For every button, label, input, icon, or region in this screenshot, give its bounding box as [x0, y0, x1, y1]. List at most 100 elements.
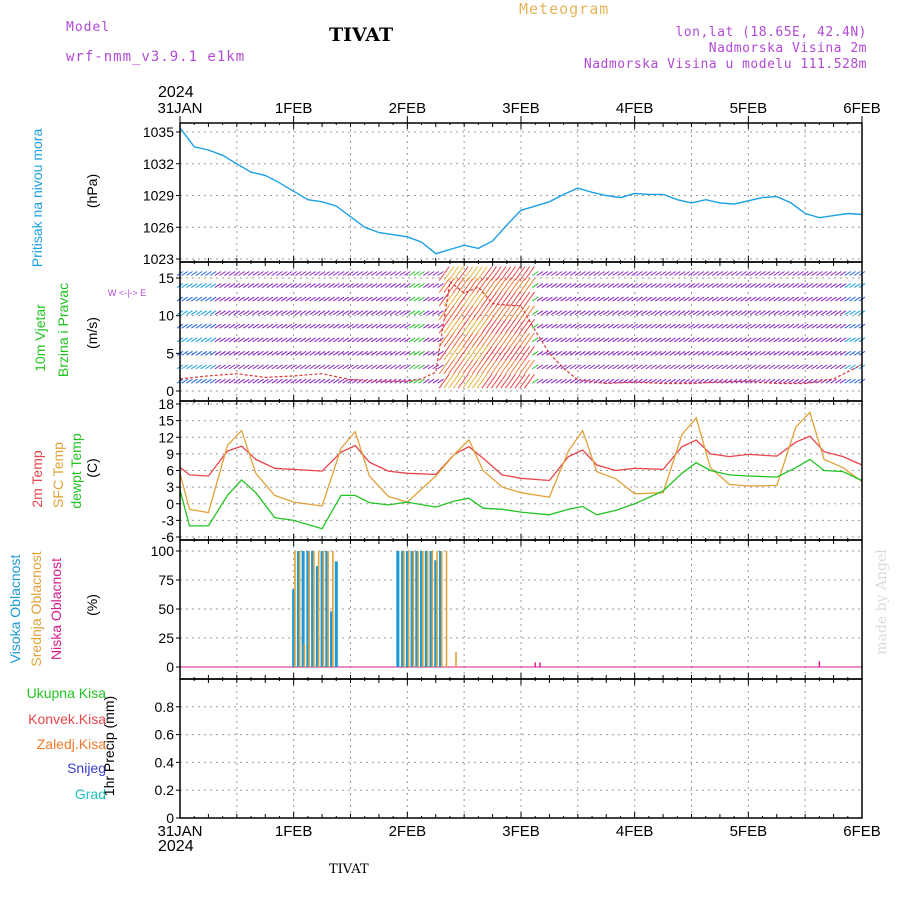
wind-barb — [835, 296, 842, 302]
wind-barb — [437, 283, 444, 288]
wind-barb — [481, 332, 493, 348]
wind-barb — [247, 283, 255, 288]
wind-barb — [669, 337, 676, 343]
wind-barb — [669, 323, 676, 329]
wind-barb — [509, 266, 521, 281]
wind-barb — [462, 278, 474, 293]
wind-barb — [389, 350, 397, 356]
wind-barb — [448, 305, 460, 320]
wind-barb — [413, 337, 421, 343]
wind-barb — [678, 283, 686, 288]
wind-barb — [778, 310, 785, 316]
wind-barb — [337, 271, 345, 276]
wind-barb — [811, 378, 818, 384]
wind-barb — [423, 378, 430, 384]
wind-barb — [574, 310, 582, 316]
wind-barb — [787, 364, 795, 370]
wind-barb — [565, 337, 572, 343]
wind-barb — [721, 323, 728, 329]
pressure-line — [179, 127, 863, 255]
year-label-top: 2024 — [158, 84, 194, 101]
wind-barb — [413, 350, 421, 356]
wind-barb — [631, 364, 638, 370]
wind-barb — [849, 350, 856, 356]
wind-barb — [839, 378, 847, 384]
wind-barb — [853, 310, 861, 316]
wind-barb — [299, 350, 307, 356]
wind-barb — [408, 364, 416, 370]
wind-barb — [716, 378, 724, 384]
wind-barb — [214, 364, 222, 370]
cloud-bar-mid — [298, 551, 301, 667]
wind-barb — [276, 337, 283, 343]
wind-barb — [683, 310, 691, 316]
wind-barb — [389, 323, 397, 329]
wind-barb — [404, 296, 411, 302]
wind-barb — [342, 323, 350, 329]
wind-barb — [688, 337, 695, 343]
wind-barb — [844, 271, 852, 276]
wind-barb — [745, 310, 752, 316]
wind-barb — [318, 283, 326, 288]
wind-barb — [849, 364, 856, 370]
wind-barb — [224, 296, 231, 302]
wind-barb — [399, 271, 406, 276]
wind-barb — [726, 296, 733, 302]
wind-barb — [299, 283, 307, 288]
wind-barb — [333, 323, 340, 329]
wind-barb — [830, 378, 837, 384]
cloud-bar-low — [534, 662, 536, 667]
wind-barb — [735, 271, 743, 276]
wind-barb — [721, 296, 728, 302]
wind-barb — [314, 378, 321, 384]
wind-barb — [560, 271, 567, 276]
wind-barb — [664, 296, 672, 302]
wind-barb — [205, 283, 212, 288]
cloud-bar-high — [292, 589, 296, 667]
wind-barb — [555, 271, 563, 276]
cloud-bar-high — [334, 561, 338, 667]
wind-barb — [290, 323, 297, 329]
wind-barb — [366, 271, 373, 276]
temp-line-t2m — [179, 435, 863, 482]
wind-barb — [650, 323, 657, 329]
wind-barb — [778, 271, 785, 276]
wind-barb — [370, 337, 378, 343]
wind-barb — [195, 271, 203, 276]
wind-barb — [290, 283, 297, 288]
wind-barb — [238, 337, 245, 343]
wind-barb — [280, 378, 288, 384]
wind-barb — [280, 350, 288, 356]
wind-barb — [394, 378, 402, 384]
wind-barb — [674, 271, 681, 276]
wind-barb — [636, 350, 643, 356]
wind-barb — [550, 323, 558, 329]
wind-barb — [347, 271, 354, 276]
wind-barb — [536, 310, 544, 316]
wind-barb — [593, 337, 601, 343]
wind-barb — [768, 271, 776, 276]
wind-barb — [588, 364, 596, 370]
wind-barb — [190, 350, 198, 356]
wind-barb — [825, 364, 833, 370]
wind-barb — [645, 337, 653, 343]
wind-barb — [740, 323, 747, 329]
wind-barb — [214, 350, 222, 356]
wind-barb — [541, 271, 548, 276]
temp-line-sfc — [179, 411, 863, 514]
wind-barb — [490, 373, 502, 389]
wind-barb — [361, 271, 368, 276]
wind-barb — [418, 296, 425, 302]
wind-barb — [678, 271, 686, 276]
wind-barb — [514, 373, 526, 389]
wind-barb — [323, 310, 331, 316]
wind-barb — [536, 350, 544, 356]
wind-barb — [351, 337, 359, 343]
wind-barb — [190, 378, 198, 384]
wind-barb — [849, 337, 856, 343]
cloud-bar-high — [434, 560, 438, 667]
wind-barb — [427, 310, 435, 316]
wind-barb — [711, 350, 719, 356]
wind-barb — [247, 323, 255, 329]
wind-barb — [806, 350, 814, 356]
